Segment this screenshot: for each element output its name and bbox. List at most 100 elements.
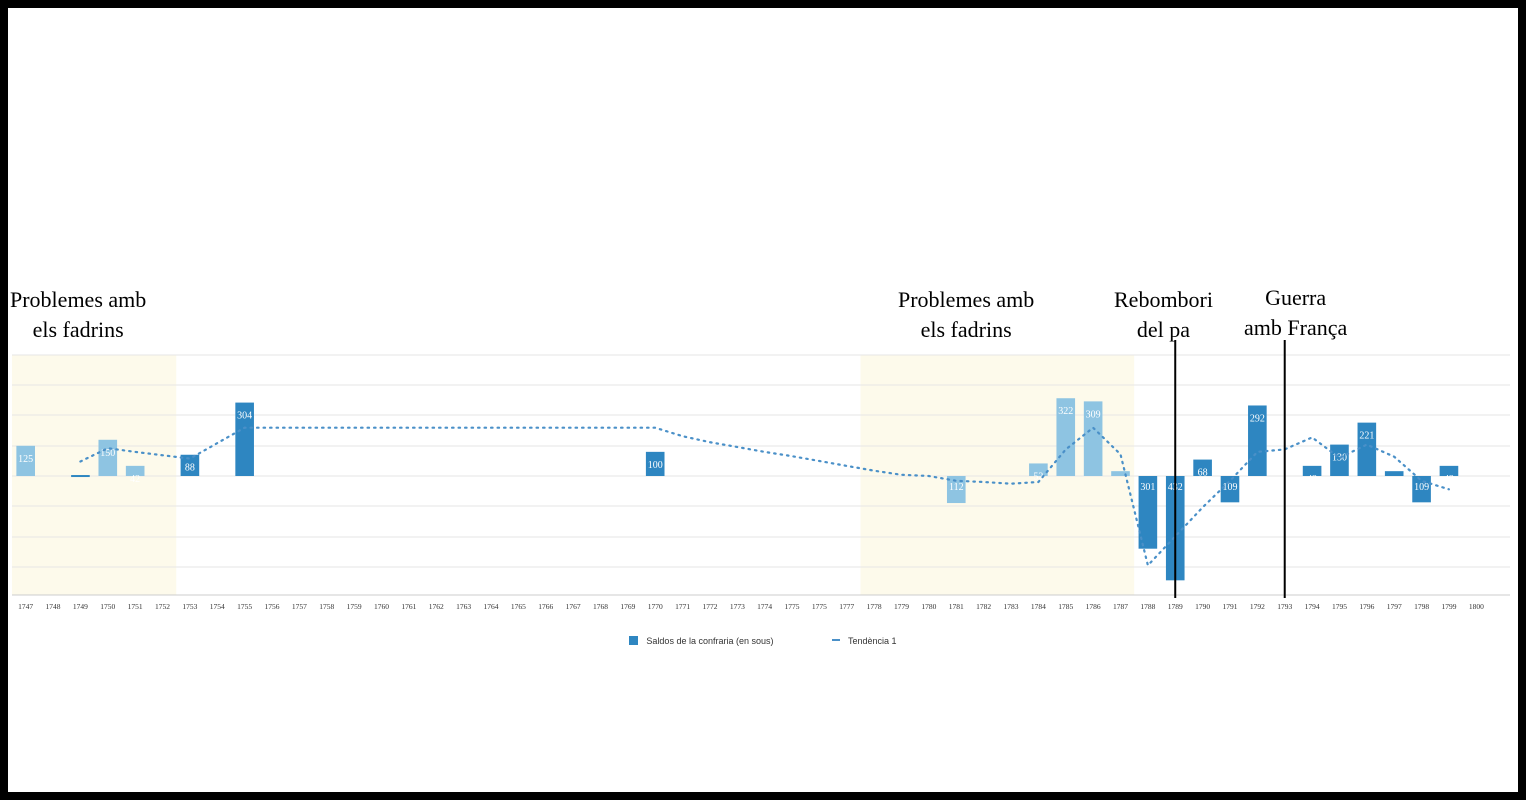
x-tick-label: 1777 [839, 602, 854, 611]
x-tick-label: 1748 [46, 602, 61, 611]
x-tick-label: 1785 [1058, 602, 1073, 611]
x-tick-label: 1778 [867, 602, 882, 611]
legend-item-bars[interactable]: Saldos de la confraria (en sous) [629, 636, 774, 646]
bar [1138, 476, 1158, 549]
x-tick-label: 1775 [785, 602, 800, 611]
shaded-period [12, 355, 177, 595]
bar-value-label: 88 [185, 463, 195, 474]
bar [645, 451, 665, 476]
bar [1220, 476, 1240, 503]
x-tick-label: 1752 [155, 602, 170, 611]
x-tick-label: 1792 [1250, 602, 1265, 611]
x-tick-label: 1775 [812, 602, 827, 611]
x-tick-label: 1787 [1113, 602, 1128, 611]
bar [1193, 459, 1212, 476]
bar-value-label: 292 [1250, 413, 1265, 424]
bar-value-label: 52 [1033, 471, 1043, 482]
legend-item-trend[interactable]: Tendència 1 [832, 636, 897, 646]
x-tick-label: 1764 [483, 602, 498, 611]
x-tick-label: 1754 [210, 602, 225, 611]
bar-value-label: 100 [648, 460, 663, 471]
legend-label-trend: Tendència 1 [848, 636, 897, 646]
bar [1111, 471, 1130, 476]
x-tick-label: 1758 [319, 602, 334, 611]
bar [235, 402, 254, 476]
bar [1330, 444, 1349, 476]
bar-value-label: 42 [1444, 474, 1454, 485]
x-tick-label: 1788 [1140, 602, 1155, 611]
x-tick-label: 1773 [730, 602, 745, 611]
bar [1384, 471, 1404, 476]
bar [1248, 405, 1267, 476]
x-tick-label: 1755 [237, 602, 252, 611]
bar [16, 445, 35, 476]
legend-label-bars: Saldos de la confraria (en sous) [646, 636, 774, 646]
x-tick-label: 1756 [265, 602, 280, 611]
annotation-line-2: els fadrins [32, 317, 124, 342]
annotation-line-1: Problemes amb [898, 287, 1035, 312]
bar [180, 454, 200, 476]
bar [71, 475, 90, 478]
x-tick-label: 1772 [702, 602, 717, 611]
x-tick-label: 1783 [1004, 602, 1019, 611]
x-tick-label: 1750 [100, 602, 115, 611]
x-tick-label: 1753 [182, 602, 197, 611]
x-tick-label: 1751 [128, 602, 143, 611]
x-tick-label: 1760 [374, 602, 389, 611]
x-tick-label: 1782 [976, 602, 991, 611]
legend-swatch-bars [629, 636, 639, 645]
bar [1083, 401, 1103, 476]
x-tick-label: 1800 [1469, 602, 1484, 611]
x-tick-label: 1790 [1195, 602, 1210, 611]
annotation-line-2: els fadrins [920, 317, 1012, 342]
x-tick-label: 1767 [566, 602, 581, 611]
bar-value-label: 309 [1086, 409, 1101, 420]
bar [1412, 476, 1431, 503]
x-tick-label: 1786 [1086, 602, 1101, 611]
x-tick-label: 1794 [1305, 602, 1320, 611]
x-tick-label: 1780 [921, 602, 936, 611]
bar-value-label: 42 [1307, 474, 1317, 485]
x-tick-label: 1757 [292, 602, 307, 611]
bar-value-label: 150 [100, 448, 115, 459]
x-tick-label: 1770 [648, 602, 663, 611]
bar [1302, 465, 1322, 476]
annotation-note: Rebombori del pa [1114, 285, 1213, 345]
annotation-note: Problemes amb els fadrins [10, 285, 146, 345]
annotation-line-1: Rebombori [1114, 287, 1213, 312]
bar [1029, 463, 1048, 476]
bar-value-label: 130 [1332, 453, 1347, 464]
bar-value-label: 68 [1198, 468, 1208, 479]
x-tick-label: 1763 [456, 602, 471, 611]
x-tick-label: 1761 [401, 602, 416, 611]
x-tick-label: 1766 [538, 602, 553, 611]
annotation-line-2: amb França [1244, 315, 1348, 340]
legend-swatch-trend [832, 639, 841, 641]
legend: Saldos de la confraria (en sous) Tendènc… [0, 636, 1526, 646]
x-tick-label: 1781 [949, 602, 964, 611]
bar-value-label: 221 [1359, 431, 1374, 442]
x-tick-label: 1793 [1277, 602, 1292, 611]
trend-line [79, 426, 1450, 568]
x-tick-label: 1765 [511, 602, 526, 611]
x-tick-label: 1771 [675, 602, 690, 611]
x-tick-label: 1784 [1031, 602, 1046, 611]
bar-value-label: 112 [949, 482, 964, 493]
bar [125, 465, 145, 476]
x-tick-label: 1798 [1414, 602, 1429, 611]
bar-value-label: 322 [1058, 406, 1073, 417]
x-tick-label: 1779 [894, 602, 909, 611]
bar [1357, 422, 1377, 476]
bar-value-label: 304 [237, 411, 252, 422]
x-tick-label: 1749 [73, 602, 88, 611]
bar [1439, 465, 1459, 476]
x-tick-label: 1774 [757, 602, 772, 611]
x-tick-label: 1762 [429, 602, 444, 611]
bar [946, 476, 966, 504]
annotation-line-1: Problemes amb [10, 287, 147, 312]
bar-value-label: 301 [1140, 482, 1155, 493]
x-tick-label: 1797 [1387, 602, 1402, 611]
annotation-note: Problemes amb els fadrins [898, 285, 1034, 345]
